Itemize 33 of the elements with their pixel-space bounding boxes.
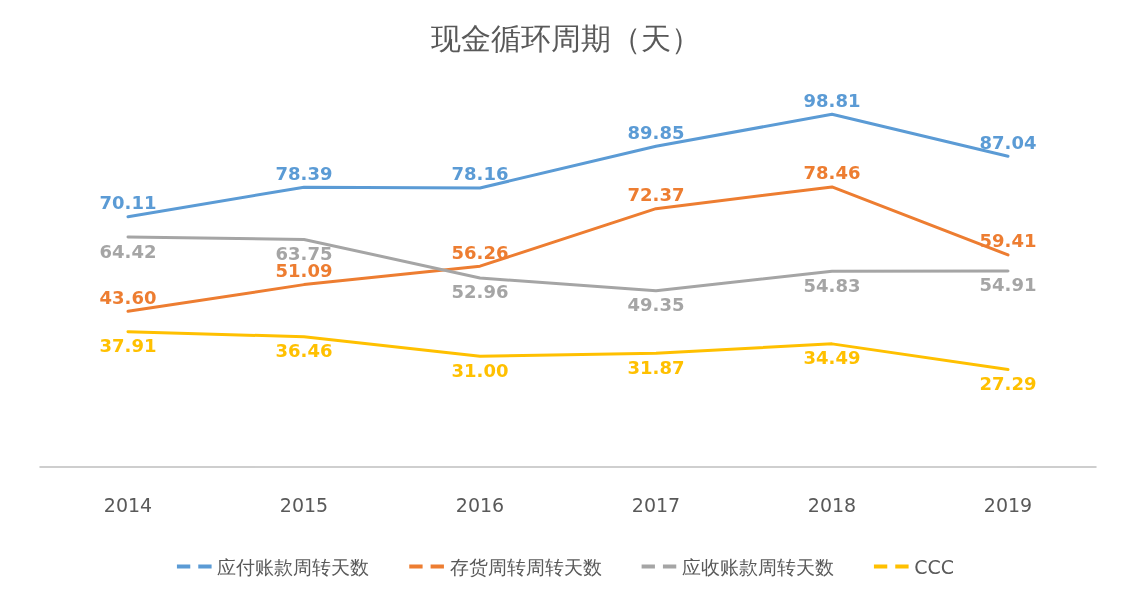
legend-label: CCC — [914, 555, 955, 578]
data-label: 87.04 — [979, 131, 1037, 153]
x-tick-label: 2016 — [455, 493, 505, 516]
data-label: 78.46 — [803, 162, 861, 184]
data-label: 31.87 — [627, 356, 685, 378]
legend-label: 应收账款周转天数 — [681, 555, 834, 578]
chart-title: 现金循环周期（天） — [430, 20, 701, 56]
data-label: 70.11 — [99, 192, 157, 214]
x-tick-label: 2019 — [983, 493, 1033, 516]
data-label: 78.16 — [451, 163, 509, 185]
data-label: 54.91 — [979, 274, 1037, 296]
data-label: 54.83 — [803, 274, 861, 296]
data-label: 59.41 — [979, 230, 1037, 252]
data-label: 56.26 — [451, 241, 509, 263]
x-tick-label: 2017 — [631, 493, 681, 516]
x-tick-label: 2018 — [807, 493, 857, 516]
data-label: 72.37 — [627, 184, 685, 206]
data-label: 64.42 — [99, 240, 157, 262]
data-label: 98.81 — [803, 89, 861, 111]
data-label: 49.35 — [627, 294, 685, 316]
data-label: 43.60 — [99, 286, 157, 308]
data-label: 36.46 — [275, 340, 333, 362]
data-label: 89.85 — [627, 121, 685, 143]
x-tick-label: 2014 — [103, 493, 153, 516]
data-label: 27.29 — [979, 373, 1037, 395]
data-label: 34.49 — [803, 347, 861, 369]
data-label: 78.39 — [275, 162, 333, 184]
legend-label: 存货周转周转天数 — [449, 555, 602, 578]
legend-label: 应付账款周转天数 — [217, 555, 370, 578]
x-tick-label: 2015 — [279, 493, 329, 516]
data-label: 31.00 — [451, 359, 509, 381]
data-label: 52.96 — [451, 281, 509, 303]
data-label: 37.91 — [99, 335, 157, 357]
